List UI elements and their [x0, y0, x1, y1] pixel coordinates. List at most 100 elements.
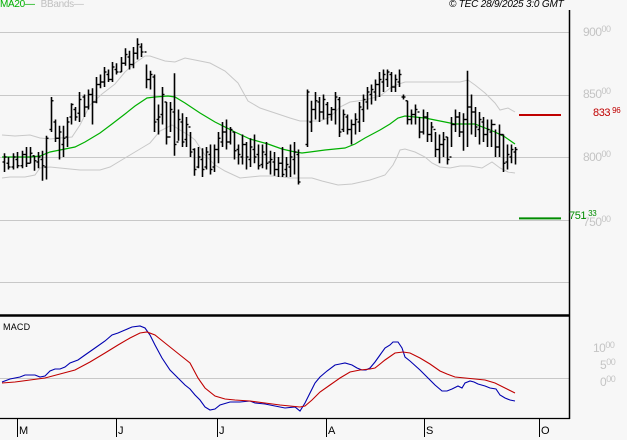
ohlc-bar — [353, 113, 358, 135]
ohlc-bar — [176, 109, 181, 143]
price-gridlines — [0, 32, 569, 379]
signal-line — [1, 331, 516, 408]
chart-frame — [0, 10, 571, 420]
ohlc-bar — [144, 51, 149, 89]
ohlc-bar — [49, 97, 54, 132]
ohlc-bar — [497, 124, 502, 157]
ohlc-bar — [321, 94, 326, 120]
ohlc-bar — [437, 134, 442, 164]
macd-axis-label-5: 500 — [600, 357, 616, 373]
ohlc-bar — [110, 62, 115, 82]
ohlc-bar — [114, 63, 119, 75]
ohlc-bar — [148, 70, 153, 90]
ohlc-bar — [20, 150, 25, 169]
ohlc-bar — [481, 117, 486, 142]
price-axis-label-800: 80000 — [583, 149, 611, 165]
x-axis-ticks — [17, 419, 540, 437]
ohlc-bar — [32, 155, 37, 171]
ohlc-bar — [6, 157, 11, 170]
ohlc-bar — [401, 94, 406, 100]
ohlc-bar — [389, 72, 394, 92]
x-axis-month-jun: J — [118, 425, 124, 437]
ohlc-bar — [325, 102, 330, 125]
resistance-level-label: 833 96 — [593, 106, 621, 120]
ohlc-bar — [309, 100, 314, 132]
ohlc-bar — [61, 125, 66, 157]
ohlc-bar — [82, 94, 87, 117]
ohlc-bar — [485, 119, 490, 147]
ohlc-bar — [445, 136, 450, 165]
ohlc-bar — [276, 157, 281, 177]
ohlc-bar — [200, 148, 205, 177]
macd-lines — [1, 325, 516, 412]
ohlc-bar — [256, 144, 261, 170]
ma20-line — [2, 95, 516, 158]
ohlc-bar — [216, 132, 221, 164]
ohlc-bar — [212, 144, 217, 172]
ohlc-bar — [313, 92, 318, 120]
ohlc-bar — [505, 144, 510, 170]
ohlc-bar — [429, 122, 434, 142]
ohlc-bar — [260, 144, 265, 169]
ohlc-bar — [127, 50, 132, 70]
macd-axis-label-10: 1000 — [593, 340, 615, 356]
ohlc-bar — [236, 144, 241, 165]
ohlc-bar — [44, 135, 49, 180]
macd-axis-label-0: 000 — [600, 374, 616, 390]
price-bars — [2, 38, 518, 185]
ohlc-bar — [2, 153, 7, 172]
ohlc-bar — [501, 133, 506, 172]
ohlc-bar — [248, 138, 253, 167]
ohlc-bar — [119, 57, 124, 73]
ohlc-bar — [493, 123, 498, 157]
ohlc-bar — [417, 111, 422, 139]
ohlc-bar — [131, 47, 136, 69]
ohlc-bar — [204, 147, 209, 170]
ohlc-bar — [90, 88, 95, 125]
ohlc-bar — [409, 109, 414, 125]
ohlc-bar — [36, 152, 41, 169]
ohlc-bar — [86, 89, 91, 110]
legend-ma20-label: MA20 — [0, 0, 25, 10]
ohlc-bar — [135, 38, 140, 60]
ohlc-bar — [152, 74, 157, 132]
ohlc-bar — [292, 142, 297, 175]
ohlc-bar — [433, 128, 438, 157]
ohlc-bar — [268, 150, 273, 175]
ohlc-bar — [208, 144, 213, 175]
x-axis-month-may: M — [19, 425, 29, 437]
ohlc-bar — [69, 103, 74, 125]
x-axis-month-aug: A — [328, 425, 336, 437]
ohlc-bar — [397, 69, 402, 87]
ohlc-bar — [244, 142, 249, 170]
ohlc-bar — [449, 117, 454, 158]
ohlc-bar — [232, 131, 237, 160]
support-resistance-lines — [519, 114, 561, 220]
ohlc-bar — [123, 48, 128, 66]
ohlc-bar — [73, 107, 78, 121]
ohlc-bar — [413, 104, 418, 125]
ohlc-bar — [280, 147, 285, 177]
ohlc-bar — [172, 73, 177, 156]
ohlc-bar — [284, 157, 289, 177]
legend-ma20: MA20— — [0, 0, 35, 10]
ohlc-bar — [139, 43, 144, 57]
ohlc-bar — [385, 69, 390, 87]
ohlc-bar — [224, 119, 229, 150]
ohlc-bar — [405, 100, 410, 125]
ohlc-bar — [57, 125, 62, 160]
ohlc-bar — [421, 109, 426, 135]
ohlc-bar — [77, 92, 82, 122]
ohlc-bar — [220, 122, 225, 147]
price-axis-label-850: 85000 — [583, 86, 611, 102]
ohlc-bar — [272, 152, 277, 176]
ohlc-bar — [425, 112, 430, 142]
ohlc-bar — [441, 132, 446, 157]
x-axis-month-oct: O — [541, 425, 550, 437]
ohlc-bar — [341, 109, 346, 132]
support-level-label: 751 33 — [569, 209, 597, 223]
ohlc-bar — [102, 67, 107, 87]
ohlc-bar — [333, 92, 338, 125]
ohlc-bar — [349, 119, 354, 145]
